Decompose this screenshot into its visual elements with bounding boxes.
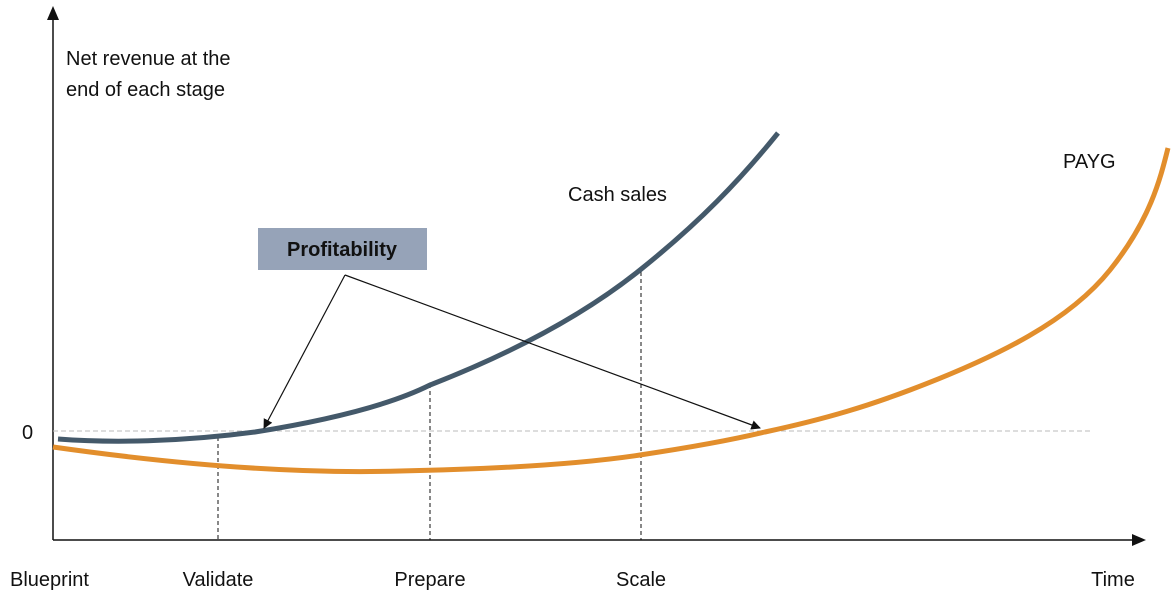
curve-label: PAYG bbox=[1063, 151, 1116, 173]
payg-curve bbox=[52, 147, 1171, 475]
curve-label: Cash sales bbox=[568, 184, 667, 206]
cash-curve bbox=[57, 131, 780, 444]
stage-label: Blueprint bbox=[10, 569, 89, 591]
stage-label: Prepare bbox=[394, 569, 465, 591]
y-axis-label: end of each stage bbox=[66, 79, 225, 101]
stage-label: Scale bbox=[616, 569, 666, 591]
x-axis-label: Time bbox=[1091, 569, 1135, 591]
zero-label: 0 bbox=[22, 422, 33, 444]
callout-arrow bbox=[344, 274, 761, 430]
callout-arrow bbox=[263, 274, 346, 429]
y-axis-arrow bbox=[47, 6, 59, 20]
stage-label: Validate bbox=[183, 569, 254, 591]
x-axis-arrow bbox=[1132, 534, 1146, 546]
y-axis-label: Net revenue at the bbox=[66, 48, 231, 70]
callout-box bbox=[258, 228, 427, 270]
callout-label: Profitability bbox=[287, 239, 398, 261]
